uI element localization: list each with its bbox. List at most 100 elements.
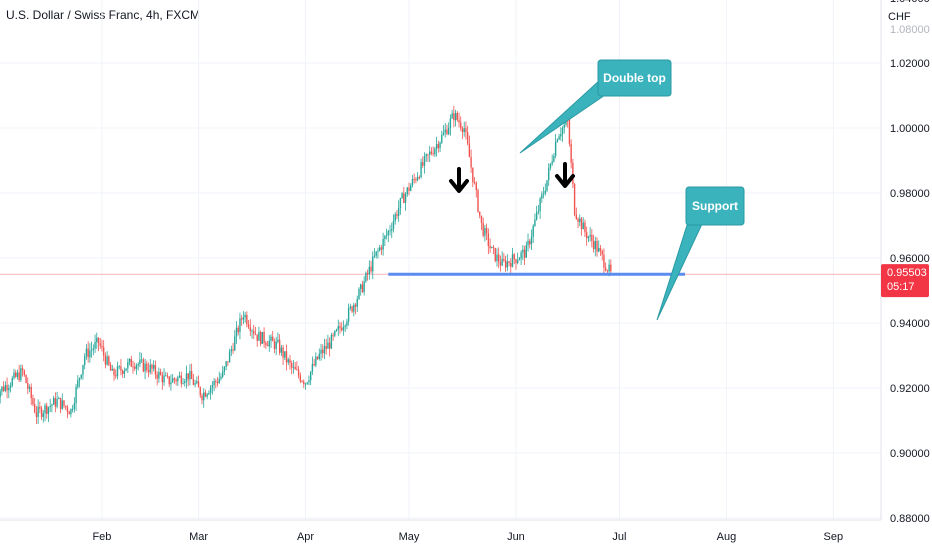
chart-title: U.S. Dollar / Swiss Franc, 4h, FXCM [6,8,201,22]
candle-body [492,246,495,248]
candle-body [499,262,502,266]
candle-body [89,350,91,358]
candle-body [320,349,322,354]
candle-body [306,382,308,384]
candle-body [503,259,505,261]
candle-body [560,134,562,137]
candle-body [58,397,60,399]
price-tick-label: 0.90000 [890,448,930,460]
candle-body [530,236,533,245]
candle-body [11,378,13,386]
candle-body [472,167,474,183]
candle-body [101,345,103,348]
candle-body [377,250,379,252]
candle-body [228,351,231,363]
time-tick-label: Apr [297,531,314,543]
price-tick-label: 1.02000 [890,58,930,70]
candle-body [366,272,369,275]
candle-body [573,183,576,215]
candle-body [404,194,407,203]
double-top-callout[interactable]: Double top [519,59,672,154]
candle-body [171,378,174,383]
candle-body [394,214,396,222]
candle-body [484,227,486,236]
candle-body [75,386,77,404]
candle-body [316,356,319,359]
candle-body [441,134,443,143]
candle-body [384,236,386,240]
candle-body [301,381,303,382]
annotations-layer: Double top Support [388,59,745,321]
candle-body [256,334,258,341]
candle-body [253,330,255,334]
candle-body [65,405,67,408]
candle-body [322,349,324,354]
candle-body [37,406,39,417]
candle-body [416,177,419,181]
candle-body [161,374,164,383]
candle-body [358,288,360,299]
candle-body [147,370,150,373]
candle-body [403,193,405,203]
price-tick-label: 1.04000 [890,0,930,5]
candle-body [406,187,408,195]
time-tick-label: May [399,531,420,543]
candle-body [280,347,283,353]
candle-body [222,371,224,377]
candle-body [449,118,452,128]
candle-body [261,331,264,344]
candle-body [391,229,393,231]
candle-body [589,234,591,237]
candle-body [291,363,293,368]
candle-body [35,412,38,417]
candle-body [272,336,274,342]
candle-body [465,128,467,133]
candle-body [201,395,203,401]
currency-label: CHF [888,11,911,23]
candle-body [77,380,79,387]
candle-body [292,366,295,368]
price-tick-label: 1.00000 [890,123,930,135]
candle-body [548,168,550,181]
down-arrow-icon [449,167,469,193]
candle-body [504,260,507,268]
candle-body [591,234,593,241]
candle-body [4,385,7,391]
down-arrow-icon [555,162,575,188]
candle-body [361,284,364,293]
candle-body [382,239,384,250]
candle-body [116,366,119,377]
candle-body [16,372,19,377]
candle-body [330,334,333,349]
candle-body [159,371,162,375]
candle-body [296,369,298,371]
candle-body [165,375,167,377]
candle-body [197,381,200,388]
candle-body [199,387,201,396]
candle-body [527,240,529,246]
candle-body [494,247,496,261]
candle-body [203,392,205,401]
last-price-tag: 0.95503 05:17 [881,264,929,298]
candle-body [146,363,148,371]
candle-body [470,157,472,168]
candle-body [553,155,555,162]
candle-body [39,406,41,409]
candle-body [341,328,343,331]
candle-body [308,380,310,383]
candle-body [1,386,3,392]
candle-body [551,161,553,164]
candle-body [30,386,32,399]
candle-body [411,178,414,186]
candle-body [282,347,284,358]
candle-body [297,369,300,376]
candle-body [168,376,170,385]
support-callout[interactable]: Support [656,186,745,321]
candle-body [47,407,50,414]
candle-body [85,348,88,357]
candle-body [184,381,186,384]
candle-body [370,266,372,272]
candle-body [568,119,571,144]
